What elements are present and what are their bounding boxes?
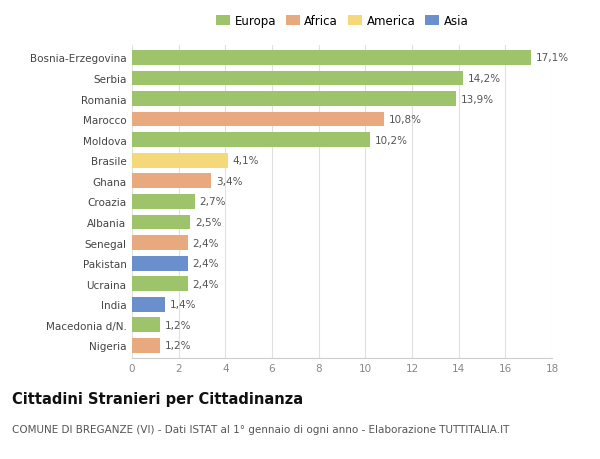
Text: COMUNE DI BREGANZE (VI) - Dati ISTAT al 1° gennaio di ogni anno - Elaborazione T: COMUNE DI BREGANZE (VI) - Dati ISTAT al … bbox=[12, 424, 509, 434]
Bar bbox=[132, 51, 531, 66]
Text: 10,2%: 10,2% bbox=[374, 135, 407, 146]
Bar bbox=[132, 92, 457, 106]
Text: 3,4%: 3,4% bbox=[216, 176, 242, 186]
Bar bbox=[132, 195, 195, 209]
Text: 2,4%: 2,4% bbox=[193, 279, 219, 289]
Bar bbox=[132, 235, 188, 251]
Text: 14,2%: 14,2% bbox=[468, 74, 501, 84]
Bar bbox=[132, 256, 188, 271]
Text: 2,4%: 2,4% bbox=[193, 258, 219, 269]
Text: 1,2%: 1,2% bbox=[164, 341, 191, 351]
Text: 10,8%: 10,8% bbox=[389, 115, 422, 125]
Text: 2,5%: 2,5% bbox=[195, 218, 221, 228]
Bar bbox=[132, 112, 384, 127]
Bar bbox=[132, 338, 160, 353]
Bar bbox=[132, 153, 227, 168]
Text: 4,1%: 4,1% bbox=[232, 156, 259, 166]
Legend: Europa, Africa, America, Asia: Europa, Africa, America, Asia bbox=[214, 13, 470, 30]
Bar bbox=[132, 133, 370, 148]
Bar bbox=[132, 71, 463, 86]
Bar bbox=[132, 277, 188, 291]
Text: 13,9%: 13,9% bbox=[461, 94, 494, 104]
Bar bbox=[132, 318, 160, 333]
Bar bbox=[132, 215, 190, 230]
Text: 1,2%: 1,2% bbox=[164, 320, 191, 330]
Bar bbox=[132, 174, 211, 189]
Text: 2,4%: 2,4% bbox=[193, 238, 219, 248]
Text: 2,7%: 2,7% bbox=[200, 197, 226, 207]
Text: 17,1%: 17,1% bbox=[536, 53, 569, 63]
Bar bbox=[132, 297, 164, 312]
Text: Cittadini Stranieri per Cittadinanza: Cittadini Stranieri per Cittadinanza bbox=[12, 391, 303, 406]
Text: 1,4%: 1,4% bbox=[169, 300, 196, 310]
